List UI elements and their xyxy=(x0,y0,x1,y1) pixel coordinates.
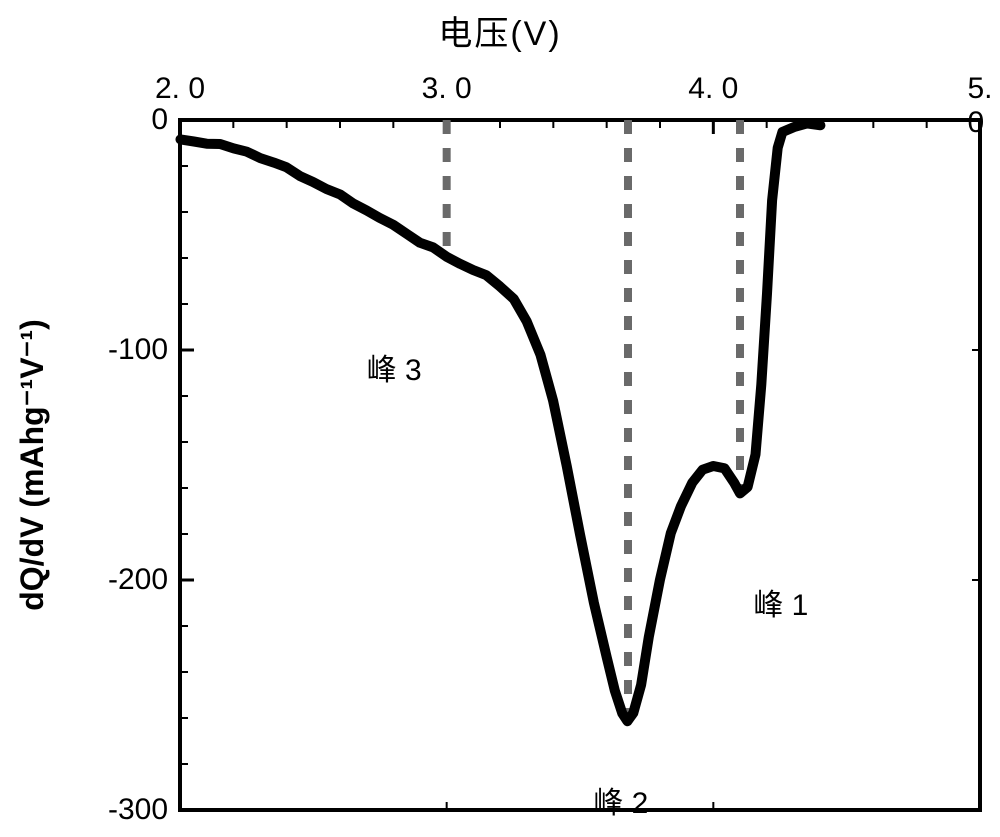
peak-annotation: 峰 2 xyxy=(593,778,648,822)
peak-annotation: 峰 3 xyxy=(367,345,422,389)
x-axis-title: 电压(V) xyxy=(438,6,561,55)
dqdv-chart: 电压(V) dQ/dV (mAhg⁻¹V⁻¹) 2. 0 3. 0 4. 0 5. 0… xyxy=(0,0,1000,837)
plot-svg xyxy=(0,0,1000,837)
x-tick-label: 3. 0 xyxy=(422,72,472,106)
peak-annotation: 峰 1 xyxy=(753,580,808,624)
x-tick-label: 4. 0 xyxy=(688,72,738,106)
y-tick-label: -100 xyxy=(108,333,168,367)
y-axis-title: dQ/dV (mAhg⁻¹V⁻¹) xyxy=(13,319,51,611)
y-tick-label: 0 xyxy=(151,103,168,137)
x-tick-label: 2. 0 xyxy=(155,72,205,106)
y-tick-label: -300 xyxy=(108,793,168,827)
x-tick-label: 5. 0 xyxy=(967,72,992,140)
y-tick-label: -200 xyxy=(108,563,168,597)
